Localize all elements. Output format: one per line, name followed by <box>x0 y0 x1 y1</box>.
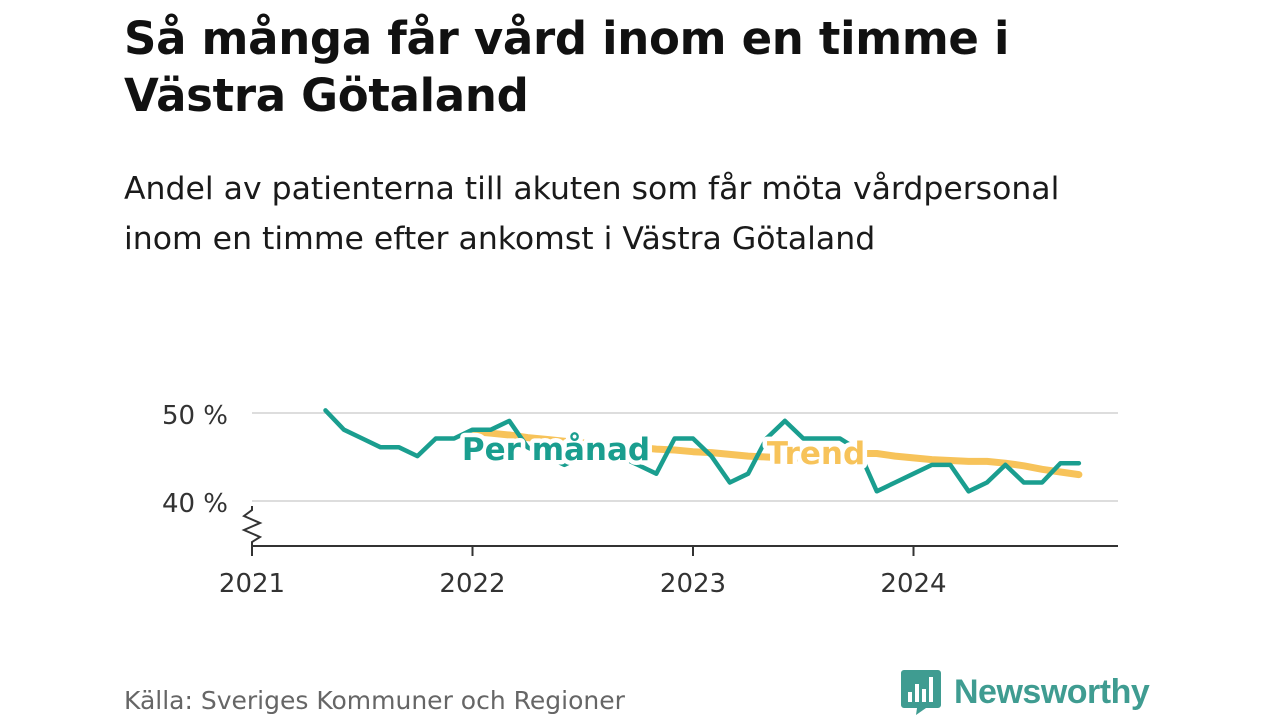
x-tick-label: 2022 <box>439 569 505 599</box>
y-tick-label: 40 % <box>162 489 228 519</box>
x-axis: 2021 2022 2023 2024 <box>219 506 1118 599</box>
series-line-trend <box>469 428 1083 479</box>
line-chart: 40 % 50 % 2021 2022 2023 2024 Per månad Trend <box>162 401 1118 599</box>
y-tick-label: 50 % <box>162 401 228 431</box>
chart-title: Så många får vård inom en timme i Västra… <box>124 12 1010 122</box>
series-label-trend: Trend <box>767 436 865 472</box>
series-lines <box>323 408 1083 494</box>
series-label-monthly: Per månad <box>462 432 650 468</box>
y-axis-ticks: 40 % 50 % <box>162 401 228 519</box>
x-tick-label: 2023 <box>660 569 726 599</box>
series-line-monthly <box>323 408 1082 494</box>
x-tick-label: 2021 <box>219 569 285 599</box>
source-note: Källa: Sveriges Kommuner och Regioner <box>124 686 625 715</box>
zigzag-axis-break-icon <box>241 506 263 546</box>
newsworthy-logo: Newsworthy <box>900 668 1150 716</box>
series-labels: Per månad Trend <box>457 428 869 477</box>
chart-subtitle: Andel av patienterna till akuten som får… <box>124 171 1060 257</box>
brand-name: Newsworthy <box>954 672 1150 711</box>
grid-lines <box>252 412 1118 502</box>
x-tick-label: 2024 <box>880 569 946 599</box>
bar-chart-speech-bubble-icon <box>901 670 941 715</box>
